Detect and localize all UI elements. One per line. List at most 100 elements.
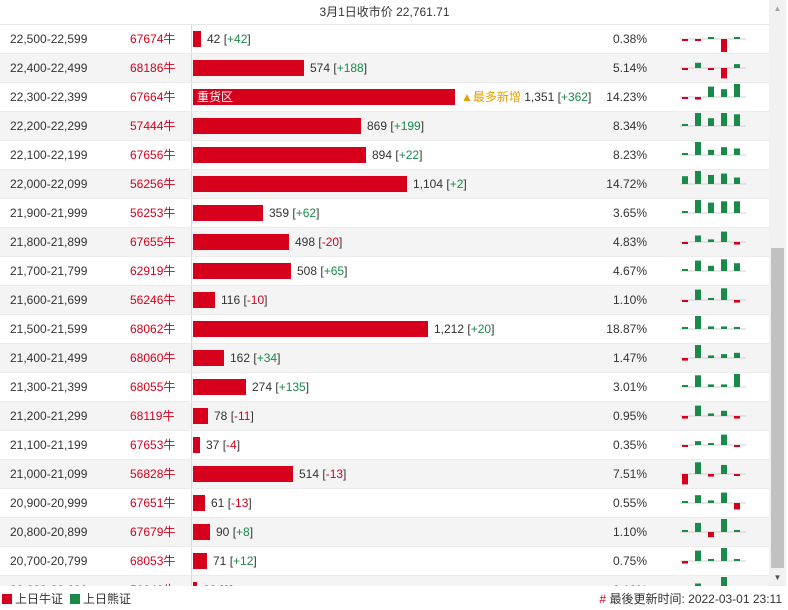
- price-range: 22,200-22,299: [10, 119, 88, 133]
- volume-bar: [193, 437, 200, 453]
- bull-code-link[interactable]: 56253牛: [130, 206, 176, 220]
- bar-cell: 1,104 [+2]: [191, 170, 662, 198]
- bull-code-link[interactable]: 67656牛: [130, 148, 176, 162]
- volume-bar: [193, 292, 215, 308]
- sparkline-bar: [734, 503, 740, 510]
- sparkline-bar: [721, 326, 727, 329]
- price-range: 21,000-21,099: [10, 467, 88, 481]
- price-range: 22,500-22,599: [10, 32, 88, 46]
- change-value: +34: [256, 351, 278, 365]
- sparkline-bar: [708, 149, 714, 155]
- closing-price-header: 3月1日收市价 22,761.71: [0, 0, 769, 25]
- trend-sparkline: [680, 316, 746, 330]
- bull-code-link[interactable]: 68062牛: [130, 322, 176, 336]
- bull-code-link[interactable]: 67653牛: [130, 438, 176, 452]
- trend-sparkline: [680, 345, 746, 361]
- bar-cell: 90 [+8]: [191, 518, 662, 546]
- legend-bull: 上日牛证: [2, 592, 63, 606]
- sparkline-bar: [734, 263, 740, 271]
- update-hash: #: [599, 592, 607, 606]
- scroll-up-icon[interactable]: ▲: [773, 4, 782, 13]
- bull-code-link[interactable]: 62919牛: [130, 264, 176, 278]
- bear-square-icon: [70, 594, 80, 604]
- table-row: 22,500-22,599 67674牛 42 [+42] 0.38%: [0, 25, 769, 54]
- table-row: 21,200-21,299 68119牛 78 [-11] 0.95%: [0, 402, 769, 431]
- bull-code-link[interactable]: 56828牛: [130, 467, 176, 481]
- sparkline-bar: [695, 345, 701, 358]
- bull-code-link[interactable]: 67674牛: [130, 32, 176, 46]
- sparkline-bar: [721, 410, 727, 416]
- sparkline-bar: [682, 474, 688, 485]
- trend-sparkline: [680, 113, 746, 127]
- change-value: +2: [449, 177, 464, 191]
- percent-share: 0.35%: [612, 438, 647, 452]
- outstanding-value: 1,104: [413, 177, 444, 191]
- outstanding-value: 359: [269, 206, 290, 220]
- outstanding-value: 1,351: [524, 90, 555, 104]
- bull-code-link[interactable]: 68186牛: [130, 61, 176, 75]
- bull-code-link[interactable]: 67651牛: [130, 496, 176, 510]
- table-row: 22,300-22,399 67664牛 重货区 ▲最多新增 1,351 [+362]…: [0, 83, 769, 112]
- value-text: ▲最多新增 1,351 [+362]: [461, 90, 592, 104]
- table-row: 20,600-20,699 56043牛 20 [0] 0.18%: [0, 576, 769, 586]
- sparkline-bar: [721, 464, 727, 474]
- percent-share: 0.55%: [612, 496, 647, 510]
- sparkline-bar: [734, 177, 740, 184]
- bull-code-link[interactable]: 67655牛: [130, 235, 176, 249]
- bull-code-link[interactable]: 57444牛: [130, 119, 176, 133]
- bull-code-link[interactable]: 67679牛: [130, 525, 176, 539]
- outstanding-value: 894: [372, 148, 393, 162]
- value-text: 90 [+8]: [216, 525, 254, 539]
- percent-share: 1.10%: [612, 525, 647, 539]
- change-value: +22: [398, 148, 420, 162]
- percent-share: 1.47%: [612, 351, 647, 365]
- sparkline-bar: [682, 242, 688, 244]
- bull-code-link[interactable]: 56256牛: [130, 177, 176, 191]
- sparkline-bar: [695, 142, 701, 155]
- sparkline-bar: [721, 548, 727, 561]
- bar-cell: 重货区 ▲最多新增 1,351 [+362]: [191, 83, 662, 111]
- change-value: +135: [278, 380, 306, 394]
- sparkline-bar: [721, 577, 727, 586]
- bull-code-link[interactable]: 68055牛: [130, 380, 176, 394]
- percent-share: 5.14%: [612, 61, 647, 75]
- last-update: # 最後更新时间: 2022-03-01 23:11: [599, 592, 782, 606]
- volume-bar: [193, 524, 210, 540]
- sparkline-bar: [708, 68, 714, 70]
- price-range: 21,900-21,999: [10, 206, 88, 220]
- trend-sparkline: [680, 171, 746, 185]
- sparkline-bar: [721, 173, 727, 184]
- outstanding-value: 78: [214, 409, 228, 423]
- sparkline-bar: [695, 375, 701, 387]
- price-range: 22,300-22,399: [10, 90, 88, 104]
- table-row: 22,400-22,499 68186牛 574 [+188] 5.14%: [0, 54, 769, 83]
- sparkline-bar: [734, 84, 740, 97]
- table-row: 21,100-21,199 67653牛 37 [-4] 0.35%: [0, 431, 769, 460]
- sparkline-bar: [734, 300, 740, 303]
- bull-code-link[interactable]: 68053牛: [130, 554, 176, 568]
- trend-sparkline: [680, 62, 746, 79]
- bull-code-link[interactable]: 56246牛: [130, 293, 176, 307]
- bar-cell: 162 [+34]: [191, 344, 662, 372]
- outstanding-value: 274: [252, 380, 273, 394]
- sparkline-bar: [682, 385, 688, 387]
- bull-certificate-panel: 3月1日收市价 22,761.71 22,500-22,599 67674牛 42 …: [0, 0, 769, 586]
- sparkline-bar: [682, 327, 688, 329]
- scroll-thumb[interactable]: [771, 248, 784, 568]
- value-text: 71 [+12]: [213, 554, 257, 568]
- bull-code-link[interactable]: 68119牛: [130, 409, 175, 423]
- table-row: 22,100-22,199 67656牛 894 [+22] 8.23%: [0, 141, 769, 170]
- bull-code-link[interactable]: 56043牛: [130, 576, 175, 586]
- scroll-down-icon[interactable]: ▼: [773, 573, 782, 582]
- outstanding-value: 71: [213, 554, 227, 568]
- change-value: 0: [223, 583, 230, 586]
- bar-cell: 20 [0]: [191, 576, 662, 586]
- bull-code-link[interactable]: 68060牛: [130, 351, 176, 365]
- sparkline-bar: [695, 550, 701, 561]
- bull-code-link[interactable]: 67664牛: [130, 90, 176, 104]
- price-range: 21,700-21,799: [10, 264, 88, 278]
- vertical-scrollbar[interactable]: ▲ ▼: [769, 0, 786, 586]
- sparkline-bar: [721, 288, 727, 300]
- change-value: +65: [323, 264, 345, 278]
- outstanding-value: 498: [295, 235, 316, 249]
